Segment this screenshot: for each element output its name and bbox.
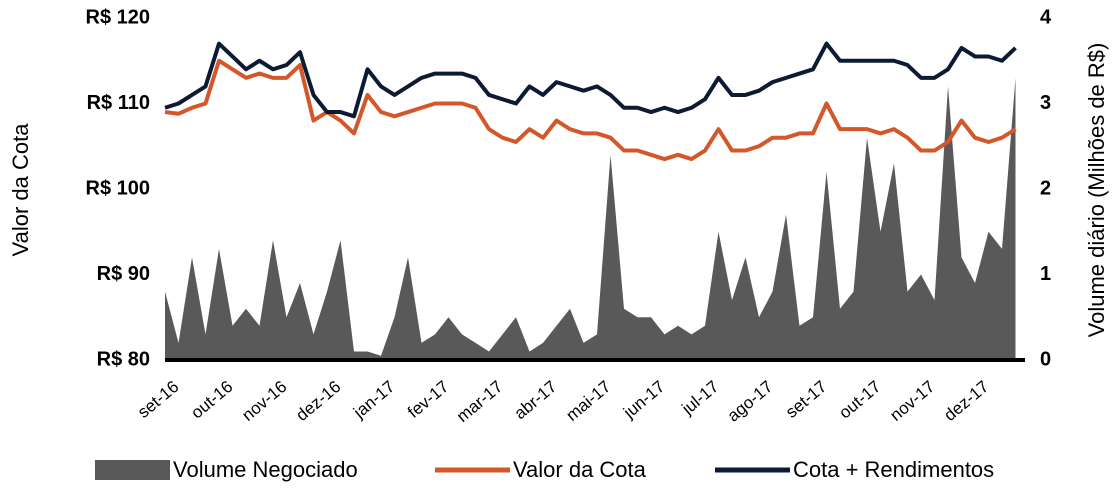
y2-tick-label: 1 <box>1040 263 1051 285</box>
x-tick-label: out-17 <box>835 377 884 423</box>
y-tick-label: R$ 90 <box>97 263 150 285</box>
x-tick-label: nov-16 <box>238 377 290 425</box>
y2-tick-label: 3 <box>1040 92 1051 114</box>
y-axis-label: Valor da Cota <box>8 123 33 257</box>
y2-tick-label: 2 <box>1040 177 1051 199</box>
x-tick-label: jan-17 <box>349 377 398 423</box>
y2-axis-label: Volume diário (Milhões de R$) <box>1084 43 1109 338</box>
x-tick-label: set-16 <box>134 377 182 422</box>
y-tick-label: R$ 100 <box>86 177 151 199</box>
y-tick-label: R$ 80 <box>97 348 150 370</box>
x-tick-label: abr-17 <box>511 377 561 423</box>
x-tick-label: out-16 <box>187 377 236 423</box>
x-tick-label: nov-17 <box>886 377 938 425</box>
series-line <box>164 58 1017 162</box>
x-tick-label: mar-17 <box>453 377 506 426</box>
legend-label: Valor da Cota <box>513 457 647 482</box>
legend-label: Cota + Rendimentos <box>793 457 994 482</box>
legend-swatch <box>95 460 170 480</box>
x-tick-label: jun-17 <box>619 377 668 423</box>
x-tick-label: mai-17 <box>562 377 614 425</box>
volume-area <box>165 77 1016 360</box>
y2-tick-label: 0 <box>1040 348 1051 370</box>
legend-label: Volume Negociado <box>173 457 358 482</box>
y-tick-label: R$ 120 <box>86 6 151 28</box>
x-tick-label: jul-17 <box>678 377 723 419</box>
y2-tick-label: 4 <box>1040 6 1052 28</box>
x-tick-label: dez-16 <box>292 377 344 425</box>
x-tick-label: ago-17 <box>724 377 777 426</box>
x-tick-label: dez-17 <box>940 377 992 425</box>
x-tick-label: set-17 <box>782 377 830 422</box>
y-tick-label: R$ 110 <box>87 92 150 114</box>
series-line <box>164 41 1017 119</box>
x-tick-label: fev-17 <box>404 377 452 422</box>
